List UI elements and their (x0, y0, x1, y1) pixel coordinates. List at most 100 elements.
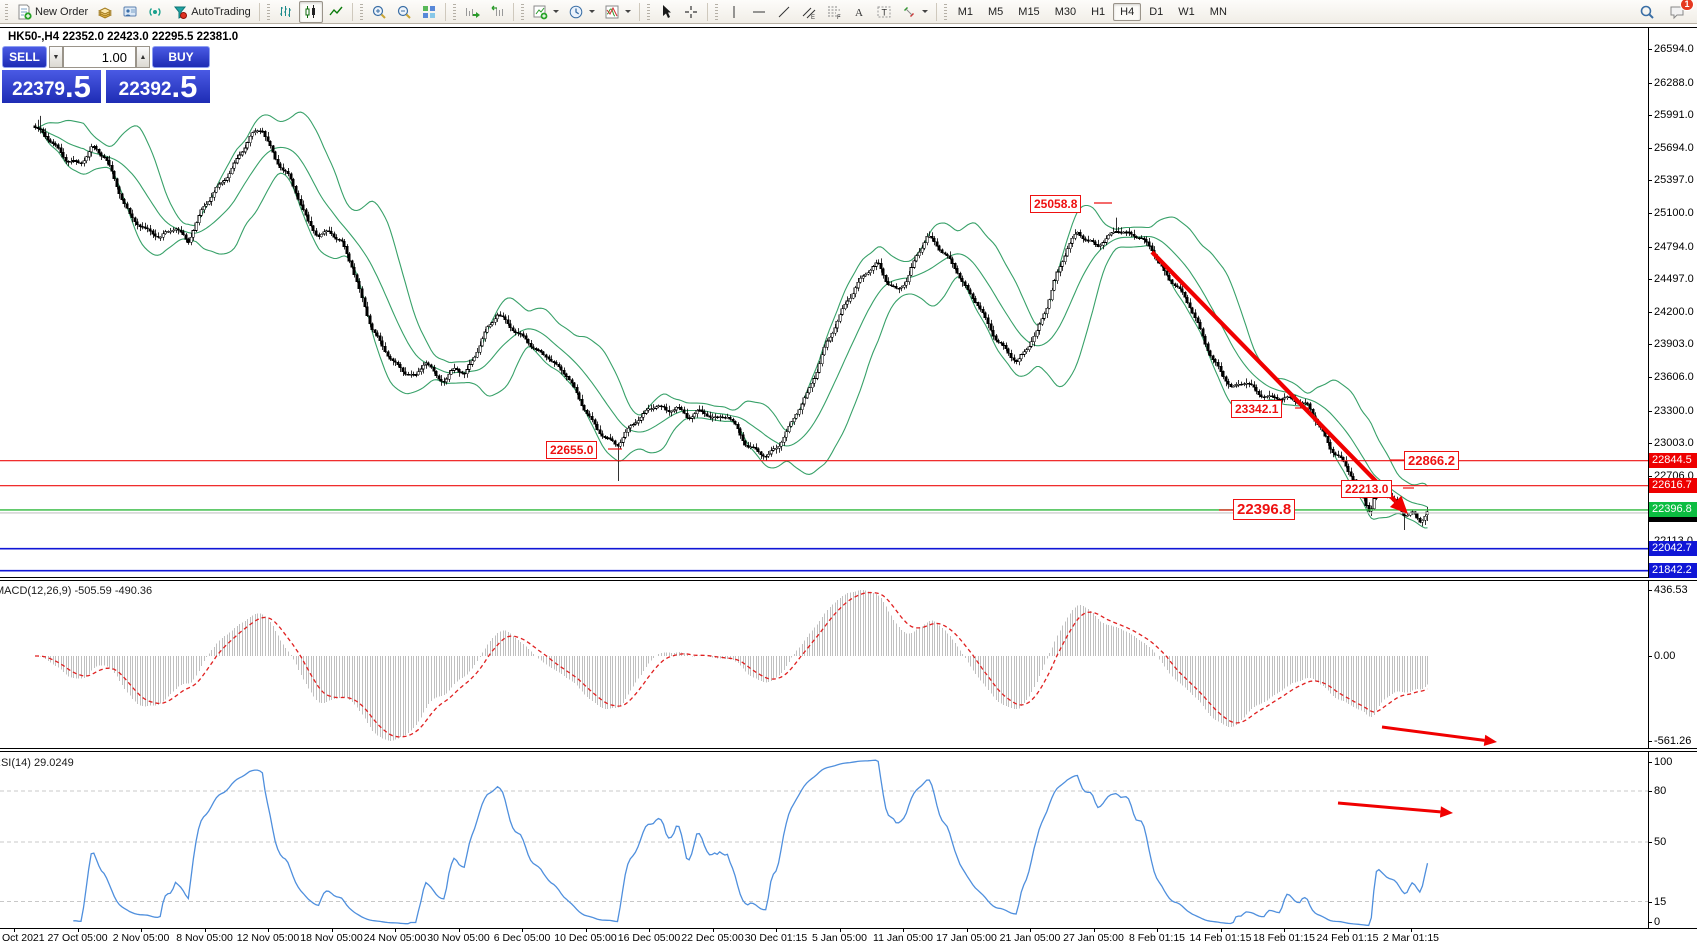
sell-button[interactable]: SELL (2, 46, 47, 68)
bar-chart-button[interactable] (274, 1, 298, 23)
text-button[interactable]: A (847, 1, 871, 23)
time-axis-label: 24 Nov 05:00 (363, 932, 427, 944)
timeframe-m15-button[interactable]: M15 (1018, 5, 1040, 18)
timeframe-d1-button[interactable]: D1 (1149, 5, 1164, 18)
auto-scroll-button[interactable] (460, 1, 484, 23)
autotrading-button[interactable]: AutoTrading (168, 1, 255, 23)
crosshair-button[interactable] (679, 1, 703, 23)
zoom-in-button[interactable] (367, 1, 391, 23)
search-icon (1640, 5, 1654, 19)
timeframe-mn-button[interactable]: MN (1209, 5, 1227, 18)
sell-price-frac: .5 (64, 69, 91, 104)
rsi-tick-mark (1648, 842, 1652, 843)
zoom-out-button[interactable] (392, 1, 416, 23)
toolbar-grip[interactable] (359, 3, 363, 20)
volume-increase-button[interactable]: ▲ (136, 46, 150, 68)
rsi-tick-mark (1648, 902, 1652, 903)
chat-button[interactable]: 1 (1665, 0, 1694, 23)
history-center-button[interactable] (93, 1, 117, 23)
toolbar-right: 1 (1635, 0, 1695, 23)
horizontal-line-button[interactable] (747, 1, 771, 23)
signals-button[interactable] (143, 1, 167, 23)
timeframe-m30-button[interactable]: M30 (1054, 5, 1077, 18)
timeframe-w1-button[interactable]: W1 (1178, 5, 1195, 18)
timeframe-m5-button[interactable]: M5 (988, 5, 1004, 18)
one-click-trading-panel: SELL ▼ ▲ BUY 22379.5 22392.5 (2, 46, 210, 103)
buy-price[interactable]: 22392.5 (106, 70, 210, 103)
timeframe-h1-button[interactable]: H1 (1091, 5, 1106, 18)
trend-arrow-macd[interactable] (1381, 725, 1485, 742)
line-chart-button[interactable] (324, 1, 348, 23)
cursor-button[interactable] (654, 1, 678, 23)
rsi-panel[interactable] (0, 752, 1648, 928)
candlestick-button[interactable] (298, 0, 323, 23)
price-tick-label: 24794.0 (1654, 240, 1694, 253)
toolbar-grip[interactable] (646, 3, 650, 20)
trend-arrow-rsi[interactable] (1337, 801, 1441, 814)
price-tick-mark (1648, 147, 1652, 149)
search-button[interactable] (1635, 1, 1659, 23)
text-a-icon: A (855, 7, 863, 19)
panel-separator-rsi[interactable] (0, 748, 1697, 752)
main-chart[interactable] (0, 28, 1648, 577)
new-order-button[interactable]: New Order (12, 1, 92, 23)
price-annotation[interactable]: 22866.2 (1404, 451, 1459, 470)
time-axis-label: 14 Feb 01:15 (1189, 932, 1252, 944)
channel-button[interactable]: E (797, 1, 821, 23)
time-axis-label: 11 Jan 05:00 (873, 932, 933, 944)
toolbar-grip[interactable] (714, 3, 718, 20)
indicators-icon (605, 5, 619, 18)
macd-panel[interactable] (0, 581, 1648, 748)
arrows-button[interactable] (897, 1, 932, 23)
price-tick-mark (1648, 443, 1652, 445)
toolbar-grip[interactable] (943, 3, 947, 20)
candle-bodies (33, 125, 1429, 523)
toolbar-grip[interactable] (5, 3, 8, 20)
time-axis-label: 27 Oct 05:00 (47, 932, 108, 944)
new-order-button-label: New Order (35, 5, 89, 18)
price-tick-label: 23903.0 (1654, 338, 1694, 351)
sell-price[interactable]: 22379.5 (2, 70, 101, 103)
price-annotation[interactable]: 22655.0 (546, 441, 598, 459)
text-label-button[interactable]: T (872, 1, 896, 23)
volume-input[interactable] (63, 46, 136, 68)
time-tick-mark (395, 928, 396, 932)
macd-tick-mark (1648, 741, 1652, 742)
time-axis-label: Oct 2021 (2, 932, 45, 944)
time-tick-mark (1030, 928, 1031, 932)
buy-price-frac: .5 (171, 69, 198, 104)
vertical-line-button[interactable] (722, 1, 746, 23)
hline-icon (752, 11, 765, 12)
rsi-line (73, 759, 1429, 927)
chart-shift-button[interactable] (485, 1, 509, 23)
toolbar-grip[interactable] (266, 3, 270, 20)
new-chart-button[interactable] (528, 1, 563, 23)
profiles-button[interactable] (564, 1, 599, 23)
time-axis-label: 17 Jan 05:00 (936, 932, 997, 944)
terminal-button[interactable] (118, 1, 142, 23)
cursor-icon (662, 4, 671, 18)
time-axis-label: 27 Jan 05:00 (1063, 932, 1124, 944)
toolbar-grip[interactable] (452, 3, 456, 20)
indicators-button[interactable] (600, 1, 635, 23)
toolbar-grip[interactable] (520, 3, 524, 20)
price-annotation[interactable]: 25058.8 (1030, 195, 1082, 213)
buy-button[interactable]: BUY (152, 46, 210, 68)
toolbar-separator (258, 2, 260, 21)
tile-windows-button[interactable] (417, 1, 441, 23)
fibonacci-button[interactable]: F (822, 1, 846, 23)
price-tick-label: 26594.0 (1654, 43, 1694, 55)
volume-decrease-button[interactable]: ▼ (49, 46, 63, 68)
price-annotation[interactable]: 22396.8 (1233, 499, 1296, 520)
price-tick-mark (1648, 311, 1652, 313)
price-annotation[interactable]: 23342.1 (1231, 400, 1283, 418)
price-annotation[interactable]: 22213.0 (1341, 480, 1393, 498)
rsi-label: RSI(14) 29.0249 (0, 757, 74, 769)
timeframe-m1-button[interactable]: M1 (957, 5, 973, 18)
panel-separator-macd[interactable] (0, 577, 1697, 581)
trendline-button[interactable] (772, 1, 796, 23)
timeframe-h4-button[interactable]: H4 (1113, 2, 1142, 21)
notification-badge: 1 (1679, 0, 1694, 11)
macd-axis-label: 436.53 (1654, 584, 1688, 596)
trend-arrow-main[interactable] (1150, 250, 1398, 503)
